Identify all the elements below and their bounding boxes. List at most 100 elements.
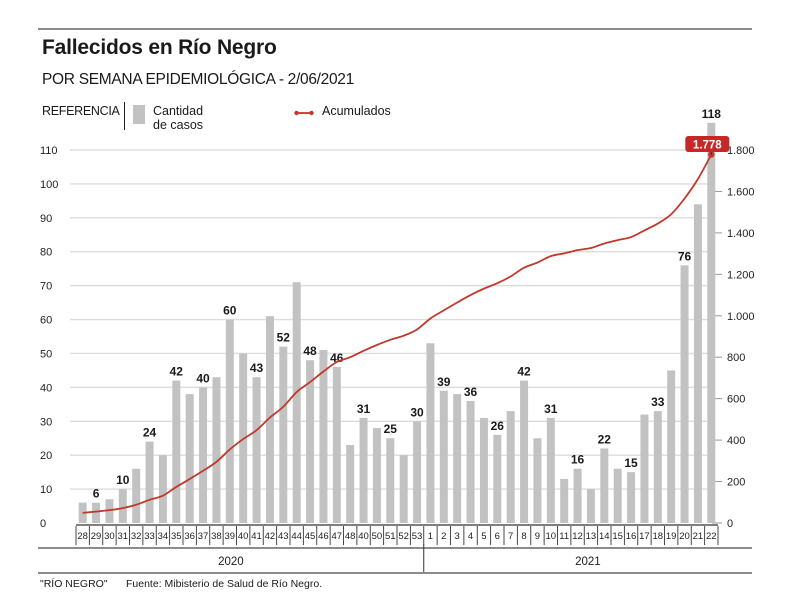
x-axis-tick-label: 41 [251,531,262,542]
x-axis-tick-label: 19 [666,531,677,542]
bar-data-label: 60 [223,304,237,318]
bar [493,434,502,523]
left-axis-tick-label: 0 [40,518,46,530]
x-axis-tick-label: 50 [372,531,383,542]
x-axis-tick-label: 36 [184,531,195,542]
x-axis-tick-label: 34 [158,531,169,542]
right-axis-tick-label: 1.800 [727,145,755,157]
bar [506,411,515,523]
bar [386,438,395,523]
bar [466,400,475,523]
bar [533,438,542,523]
right-axis-tick-label: 400 [727,435,745,447]
right-axis-tick-label: 600 [727,394,745,406]
bar-data-label: 10 [116,473,130,487]
x-axis-tick-label: 21 [693,531,704,542]
bar [693,204,702,523]
x-axis-tick-label: 1 [428,531,433,542]
bar [613,468,622,523]
bar-data-label: 31 [357,402,371,416]
x-axis-tick-label: 35 [171,531,182,542]
x-axis-tick-label: 5 [481,531,486,542]
bar [653,411,662,523]
bar-data-label: 39 [437,375,451,389]
bar [560,478,569,523]
bar [359,417,368,523]
x-axis-tick-label: 10 [546,531,557,542]
bar [680,265,689,523]
right-axis-tick-label: 200 [727,477,745,489]
right-axis-tick-label: 1.200 [727,269,755,281]
bar [413,421,422,523]
left-axis-tick-label: 10 [40,484,52,496]
bar-data-label: 40 [196,371,210,385]
x-axis-tick-label: 37 [198,531,209,542]
bar-data-label: 24 [143,426,157,440]
x-axis-tick-label: 45 [305,531,316,542]
bar [573,468,582,523]
cumulative-line [82,154,713,514]
bar [265,316,274,523]
left-axis-tick-label: 90 [40,213,52,225]
x-axis-tick-label: 2 [441,531,446,542]
left-axis-tick-label: 20 [40,450,52,462]
total-badge [685,136,730,152]
bar [453,394,462,523]
bar-data-label: 33 [651,395,665,409]
bar-data-label: 30 [410,405,424,419]
bar [546,417,555,523]
x-axis-tick-label: 39 [225,531,236,542]
x-axis-tick-label: 13 [586,531,597,542]
legend-bar-label: Cantidad de casos [153,104,204,132]
x-axis-tick-label: 29 [91,531,102,542]
bar [145,441,154,523]
left-axis-tick-label: 110 [40,145,58,157]
bar-data-label: 76 [678,249,692,263]
bar [252,377,261,523]
x-axis-tick-label: 44 [291,531,302,542]
right-axis-tick-label: 1.400 [727,228,755,240]
bar [279,346,288,523]
legend-line-label: Acumulados [322,104,391,118]
bar [479,417,488,523]
x-axis-tick-label: 32 [131,531,142,542]
bar [586,489,595,523]
bar [399,455,408,523]
x-axis-tick-label: 48 [345,531,356,542]
x-axis-tick-label: 17 [639,531,650,542]
bar [319,350,328,523]
x-axis-tick-label: 52 [398,531,409,542]
x-axis-tick-label: 43 [278,531,289,542]
bar [105,499,114,523]
x-axis-tick-label: 30 [104,531,115,542]
bar [667,370,676,523]
year-label: 2021 [575,556,601,568]
x-axis-tick-label: 33 [144,531,155,542]
chart-subtitle: POR SEMANA EPIDEMIOLÓGICA - 2/06/2021 [42,71,354,88]
x-axis-tick-label: 46 [318,531,329,542]
bar [640,414,649,523]
bar-data-label: 48 [303,344,317,358]
bar-data-label: 46 [330,351,344,365]
x-axis-tick-label: 9 [535,531,540,542]
bar [225,319,234,523]
bar [212,377,221,523]
x-axis-tick-label: 15 [612,531,623,542]
year-label: 2020 [218,556,244,568]
x-axis-tick-label: 42 [265,531,276,542]
bar-data-label: 16 [571,453,585,467]
left-axis-tick-label: 70 [40,281,52,293]
right-axis-tick-label: 0 [727,518,733,530]
footer-credit: "RÍO NEGRO" [40,578,108,590]
bar [346,445,355,523]
footer-source: Fuente: Mibisterio de Salud de Río Negro… [126,578,323,590]
bar-data-label: 25 [384,422,398,436]
left-axis-tick-label: 60 [40,315,52,327]
right-axis-tick-label: 1.600 [727,186,755,198]
bar [627,472,636,523]
bar [332,367,341,523]
bar-data-label: 26 [491,419,505,433]
x-axis-tick-label: 18 [653,531,664,542]
bar [118,489,127,523]
left-axis-tick-label: 40 [40,382,52,394]
